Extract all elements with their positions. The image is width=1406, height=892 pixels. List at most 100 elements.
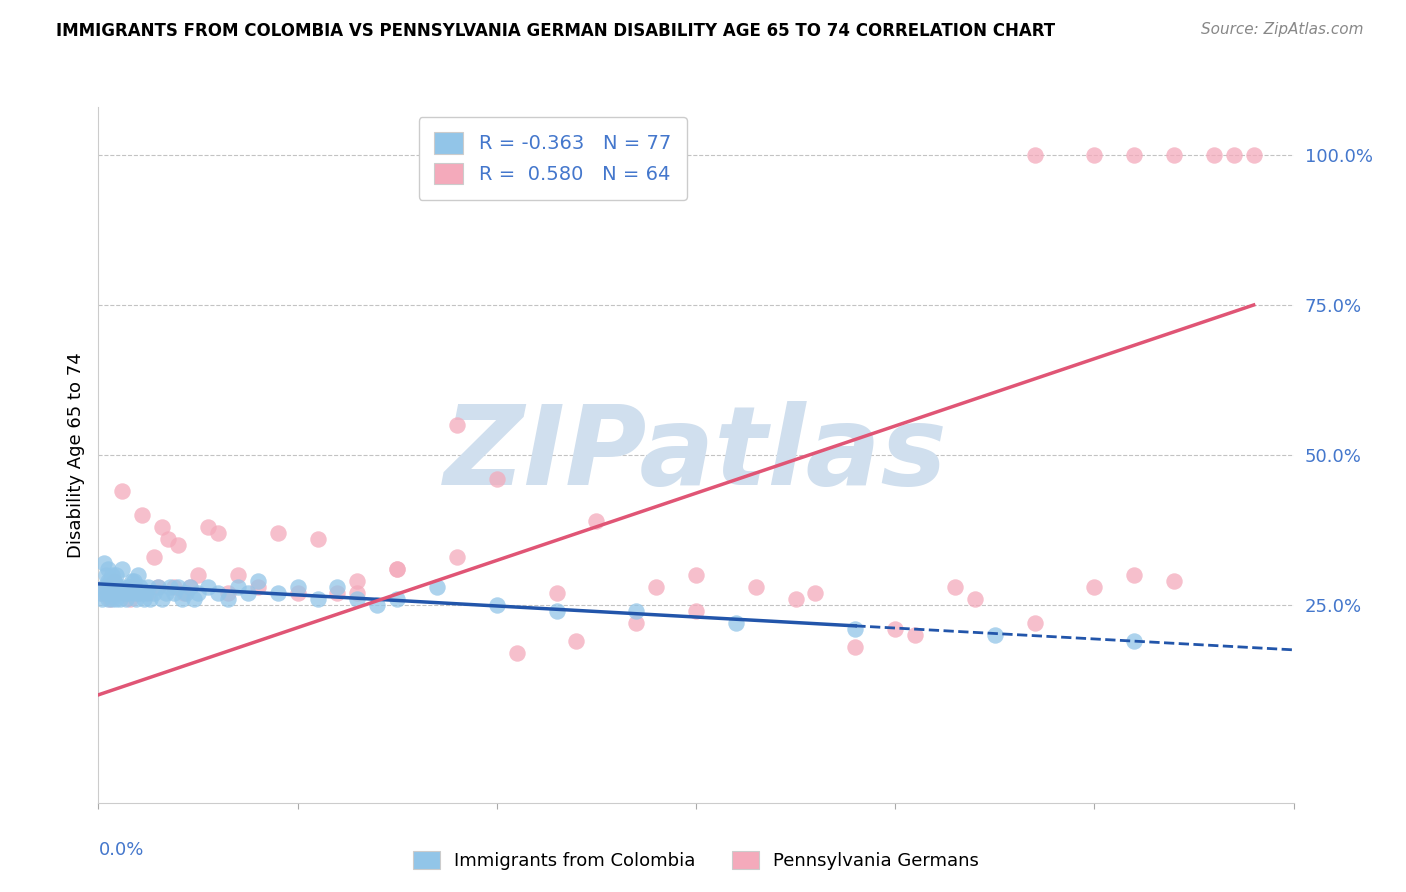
Point <box>96 580 118 594</box>
Point <box>1123 148 1146 162</box>
Point <box>136 586 159 600</box>
Point <box>111 483 134 498</box>
Point <box>485 598 508 612</box>
Point <box>1083 148 1105 162</box>
Point <box>884 622 907 636</box>
Point <box>346 586 368 600</box>
Point <box>120 591 142 606</box>
Point <box>983 628 1005 642</box>
Point <box>97 574 120 588</box>
Point <box>107 586 129 600</box>
Point <box>136 580 159 594</box>
Point <box>96 586 118 600</box>
Point <box>745 580 768 594</box>
Point <box>804 586 827 600</box>
Point <box>1024 148 1046 162</box>
Point <box>385 591 409 606</box>
Point <box>624 615 647 630</box>
Point <box>844 622 866 636</box>
Point <box>159 580 181 594</box>
Point <box>124 574 146 588</box>
Point <box>117 580 139 594</box>
Point <box>174 586 197 600</box>
Point <box>124 580 146 594</box>
Point <box>485 472 508 486</box>
Point <box>1163 574 1185 588</box>
Point <box>307 591 329 606</box>
Point <box>724 615 747 630</box>
Point <box>131 508 153 522</box>
Point <box>207 525 229 540</box>
Point <box>163 586 186 600</box>
Point <box>366 598 388 612</box>
Text: ZIPatlas: ZIPatlas <box>444 401 948 508</box>
Point <box>155 586 177 600</box>
Point <box>1083 580 1105 594</box>
Point <box>226 567 249 582</box>
Y-axis label: Disability Age 65 to 74: Disability Age 65 to 74 <box>66 352 84 558</box>
Point <box>107 580 129 594</box>
Point <box>143 549 166 564</box>
Text: 0.0%: 0.0% <box>98 841 143 859</box>
Point <box>179 580 201 594</box>
Point <box>101 567 124 582</box>
Point <box>93 556 115 570</box>
Point <box>103 580 125 594</box>
Point <box>127 567 149 582</box>
Point <box>143 586 166 600</box>
Point <box>93 580 115 594</box>
Point <box>385 562 409 576</box>
Point <box>97 591 120 606</box>
Point <box>685 567 707 582</box>
Point <box>1024 615 1046 630</box>
Point <box>148 580 170 594</box>
Point <box>167 538 190 552</box>
Point <box>124 586 146 600</box>
Point <box>267 586 290 600</box>
Point <box>236 586 259 600</box>
Point <box>167 580 190 594</box>
Point <box>101 574 124 588</box>
Point <box>197 520 219 534</box>
Point <box>120 580 142 594</box>
Point <box>111 580 134 594</box>
Point <box>150 520 173 534</box>
Point <box>624 604 647 618</box>
Point <box>91 586 114 600</box>
Text: IMMIGRANTS FROM COLOMBIA VS PENNSYLVANIA GERMAN DISABILITY AGE 65 TO 74 CORRELAT: IMMIGRANTS FROM COLOMBIA VS PENNSYLVANIA… <box>56 22 1056 40</box>
Point <box>96 567 118 582</box>
Point <box>131 586 153 600</box>
Point <box>112 586 135 600</box>
Point <box>127 586 149 600</box>
Point <box>1163 148 1185 162</box>
Point <box>115 591 138 606</box>
Point <box>103 574 125 588</box>
Point <box>1243 148 1265 162</box>
Point <box>346 591 368 606</box>
Point <box>217 586 239 600</box>
Point <box>98 580 122 594</box>
Point <box>546 586 568 600</box>
Point <box>157 532 180 546</box>
Point <box>187 567 209 582</box>
Point <box>446 417 468 432</box>
Point <box>105 591 128 606</box>
Point <box>904 628 927 642</box>
Point <box>150 591 173 606</box>
Point <box>98 586 122 600</box>
Point <box>326 586 349 600</box>
Point <box>110 591 132 606</box>
Point <box>163 580 186 594</box>
Point <box>585 514 607 528</box>
Point <box>101 591 124 606</box>
Point <box>127 586 149 600</box>
Point <box>107 586 129 600</box>
Point <box>565 633 588 648</box>
Point <box>287 586 309 600</box>
Point <box>173 586 195 600</box>
Point <box>307 532 329 546</box>
Point <box>105 586 128 600</box>
Point <box>446 549 468 564</box>
Point <box>117 586 139 600</box>
Point <box>426 580 449 594</box>
